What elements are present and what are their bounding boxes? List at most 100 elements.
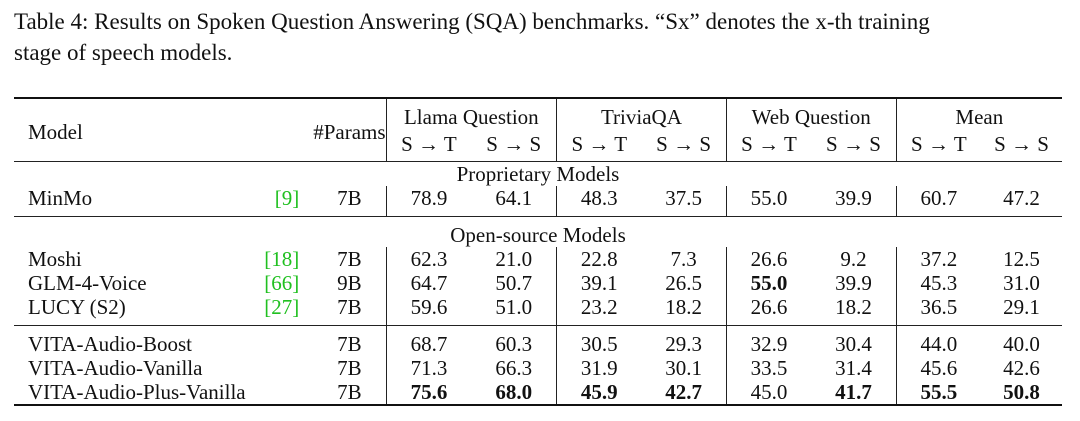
params-value: 7B (337, 295, 362, 319)
score-cell: 31.9 (556, 356, 642, 380)
score-cell: 29.1 (1003, 295, 1040, 319)
score-cell-best: 68.0 (471, 380, 557, 406)
subheader-s-t: S → T (895, 131, 981, 162)
table-caption: Table 4: Results on Spoken Question Answ… (14, 6, 1074, 68)
score-cell: 37.2 (895, 247, 981, 271)
score-cell: 55.0 (725, 186, 812, 217)
params-value: 7B (337, 247, 362, 271)
score-cell: 42.6 (1003, 356, 1040, 380)
model-name: VITA-Audio-Plus-Vanilla (14, 380, 264, 406)
reference-link[interactable]: [9] (274, 186, 300, 210)
score-cell: 47.2 (1003, 186, 1040, 210)
subheader-s-t: S → T (556, 131, 642, 162)
score-cell: 68.7 (385, 325, 472, 356)
caption-line-1: Table 4: Results on Spoken Question Answ… (14, 9, 930, 34)
subheader-s-t: S → T (385, 131, 472, 162)
caption-line-2: stage of speech models. (14, 40, 233, 65)
score-cell: 59.6 (385, 295, 472, 326)
table-row: VITA-Audio-Boost 7B 68.7 60.3 30.5 29.3 … (14, 325, 1062, 356)
score-cell: 37.5 (665, 186, 702, 210)
score-cell: 29.3 (641, 325, 727, 356)
table-row: MinMo [9] 7B 78.9 64.1 48.3 37.5 55.0 39… (14, 186, 1062, 217)
params-value: 7B (337, 356, 362, 380)
score-cell: 18.2 (835, 295, 872, 319)
score-cell: 26.5 (665, 271, 702, 295)
table-row: VITA-Audio-Plus-Vanilla 7B 75.6 68.0 45.… (14, 380, 1062, 406)
score-cell: 21.0 (495, 247, 533, 271)
score-cell: 31.0 (1003, 271, 1040, 295)
score-cell: 50.7 (495, 271, 533, 295)
score-cell: 64.1 (495, 186, 533, 210)
header-row-2: S → T S → S S → T S → S S → T S → S S → … (14, 131, 1062, 162)
subheader-s-s: S → S (656, 132, 712, 156)
score-cell: 39.1 (556, 271, 642, 295)
score-cell: 45.6 (895, 356, 981, 380)
score-cell: 33.5 (725, 356, 812, 380)
score-cell-best: 75.6 (385, 380, 472, 406)
score-cell: 22.8 (556, 247, 642, 271)
score-cell-best: 45.9 (556, 380, 642, 406)
model-name: MinMo (28, 186, 93, 210)
score-cell: 7.3 (670, 247, 697, 271)
params-value: 9B (337, 271, 362, 295)
section-open-source: Open-source Models (14, 216, 1062, 247)
score-cell: 78.9 (385, 186, 472, 217)
score-cell: 30.1 (665, 356, 702, 380)
header-params: #Params (313, 97, 387, 162)
score-cell: 40.0 (981, 325, 1062, 356)
score-cell: 51.0 (495, 295, 533, 319)
score-cell: 32.9 (725, 325, 812, 356)
score-cell: 23.2 (556, 295, 642, 326)
model-name: GLM-4-Voice (28, 271, 147, 295)
model-name: LUCY (S2) (28, 295, 126, 319)
subheader-s-s: S → S (994, 132, 1049, 156)
score-cell: 26.6 (725, 247, 812, 271)
header-row-1: Model #Params Llama Question TriviaQA We… (14, 97, 1062, 162)
section-proprietary: Proprietary Models (14, 161, 1062, 186)
header-model: Model (14, 97, 264, 162)
score-cell-best: 50.8 (981, 380, 1062, 406)
score-cell: 66.3 (495, 356, 533, 380)
subheader-s-s: S → S (826, 132, 881, 156)
section-label: Proprietary Models (14, 161, 1062, 186)
score-cell: 39.9 (835, 271, 872, 295)
score-cell: 60.3 (471, 325, 557, 356)
subheader-s-t: S → T (725, 131, 812, 162)
params-value: 7B (337, 186, 362, 210)
params-value: 7B (313, 380, 387, 406)
header-llama-question: Llama Question (385, 97, 557, 131)
score-cell-best: 55.5 (895, 380, 981, 406)
score-cell: 44.0 (895, 325, 981, 356)
header-triviaqa: TriviaQA (556, 97, 727, 131)
score-cell: 36.5 (895, 295, 981, 326)
score-cell: 18.2 (665, 295, 702, 319)
score-cell: 71.3 (385, 356, 472, 380)
header-mean: Mean (895, 97, 1062, 131)
score-cell: 45.3 (895, 271, 981, 295)
model-name: VITA-Audio-Vanilla (28, 356, 203, 380)
score-cell: 31.4 (835, 356, 872, 380)
reference-link[interactable]: [18] (264, 247, 300, 271)
score-cell: 45.0 (725, 380, 812, 406)
score-cell: 26.6 (725, 295, 812, 326)
sqa-results-table: Model #Params Llama Question TriviaQA We… (14, 97, 1062, 406)
score-cell: 60.7 (895, 186, 981, 217)
score-cell: 39.9 (835, 186, 872, 210)
score-cell: 9.2 (840, 247, 867, 271)
score-cell: 12.5 (1003, 247, 1040, 271)
reference-link[interactable]: [27] (264, 295, 300, 319)
score-cell-best: 42.7 (641, 380, 727, 406)
score-cell: 64.7 (385, 271, 472, 295)
table-row: GLM-4-Voice [66] 9B 64.7 50.7 39.1 26.5 … (14, 271, 1062, 295)
table-row: LUCY (S2) [27] 7B 59.6 51.0 23.2 18.2 26… (14, 295, 1062, 326)
table-row: Moshi [18] 7B 62.3 21.0 22.8 7.3 26.6 9.… (14, 247, 1062, 271)
header-web-question: Web Question (725, 97, 897, 131)
model-name: Moshi (28, 247, 82, 271)
score-cell-best: 55.0 (725, 271, 812, 295)
subheader-s-s: S → S (486, 132, 542, 156)
score-cell: 48.3 (556, 186, 642, 217)
score-cell: 62.3 (385, 247, 472, 271)
params-value: 7B (313, 325, 387, 356)
model-name: VITA-Audio-Boost (14, 325, 264, 356)
reference-link[interactable]: [66] (264, 271, 300, 295)
